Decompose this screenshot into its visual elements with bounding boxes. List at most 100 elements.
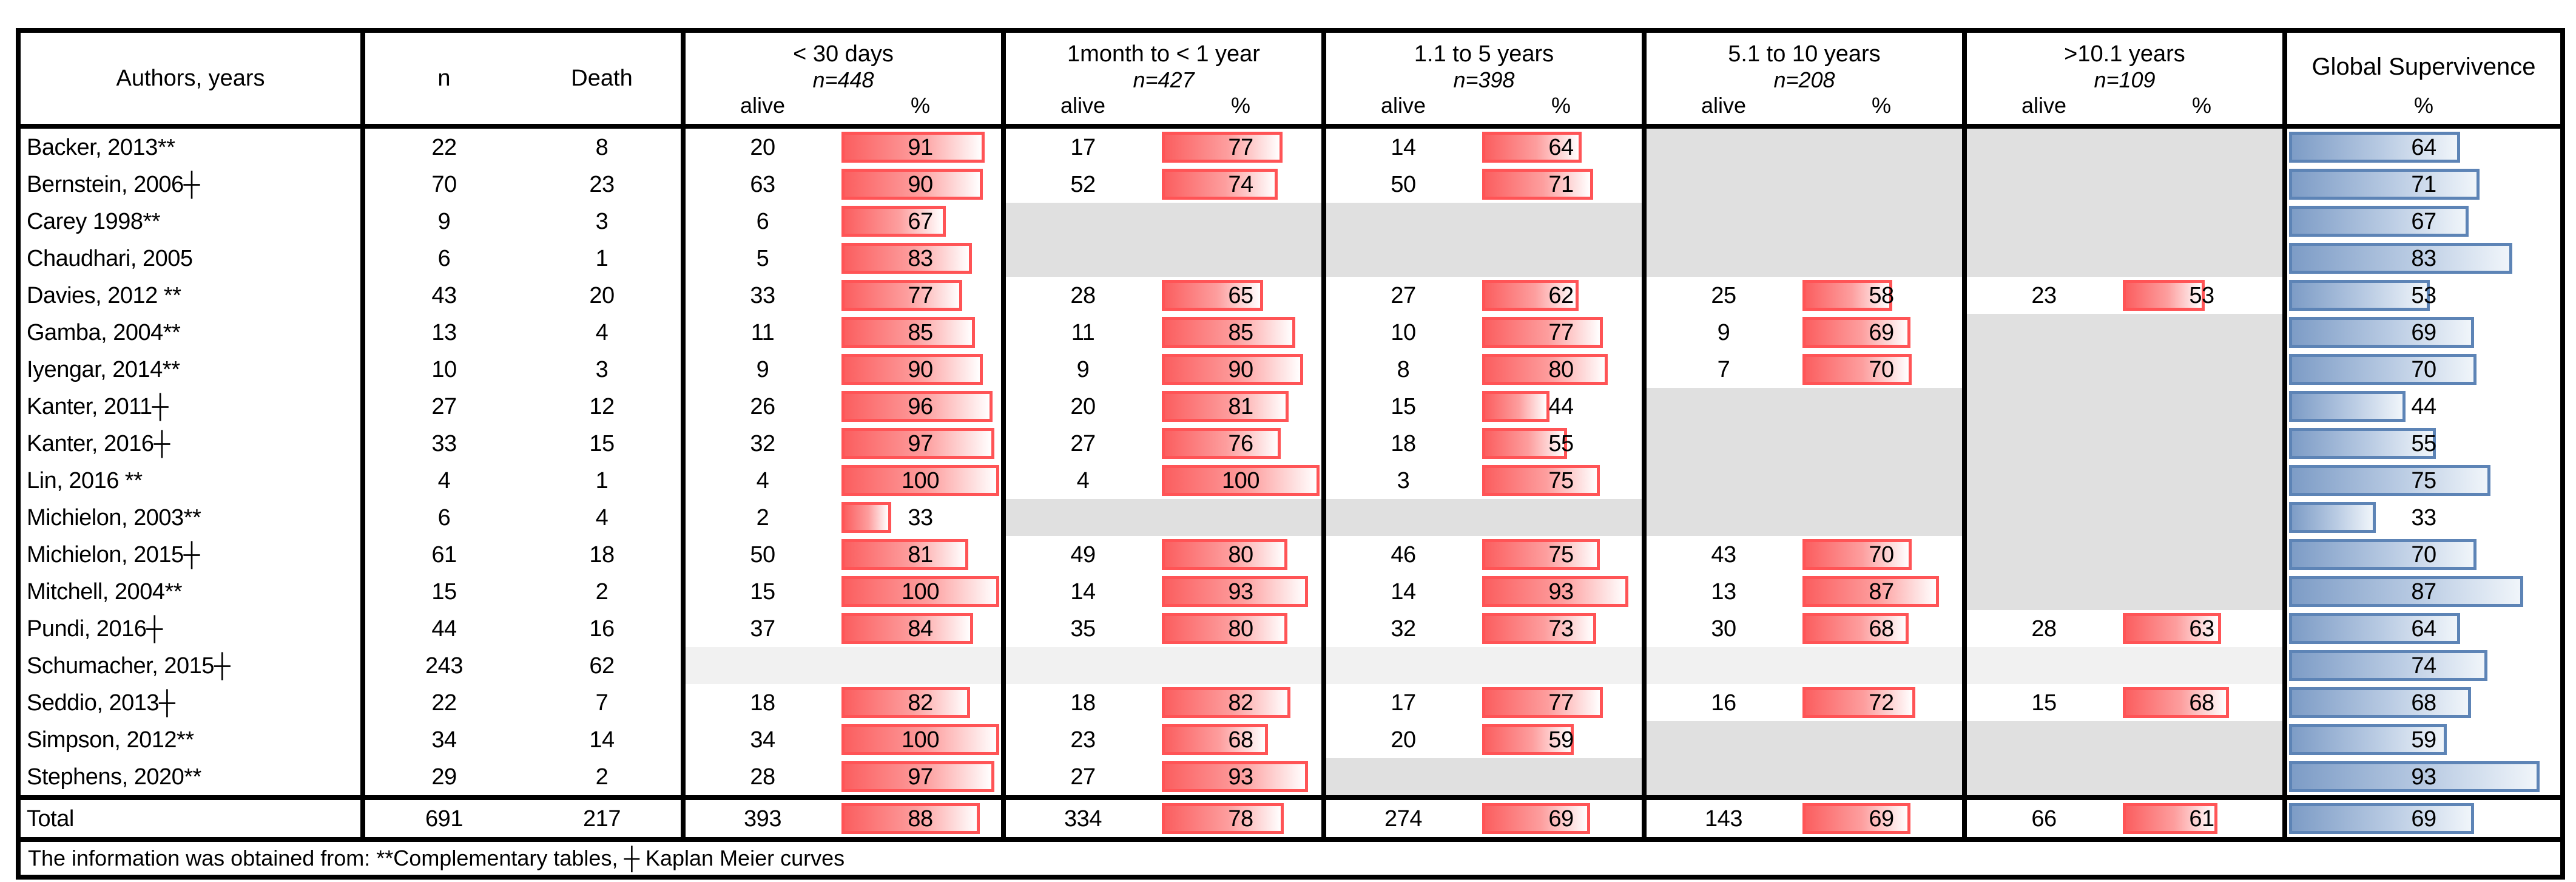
percent-value: 81 xyxy=(908,541,933,568)
column-separator xyxy=(1962,462,1967,499)
author-cell: Iyengar, 2014** xyxy=(27,356,180,382)
global-value: 59 xyxy=(2411,727,2436,753)
author-cell: Backer, 2013** xyxy=(27,134,175,160)
alive-cell: 23 xyxy=(1070,727,1096,753)
global-percent-label: % xyxy=(2413,93,2433,118)
column-separator xyxy=(681,240,686,277)
alive-label: alive xyxy=(740,93,786,118)
red-data-bar xyxy=(841,803,980,834)
column-separator xyxy=(1962,536,1967,573)
global-header: Global Supervivence% xyxy=(2287,33,2560,124)
alive-cell: 15 xyxy=(750,578,775,605)
red-data-bar xyxy=(1802,539,1912,570)
column-separator xyxy=(2282,499,2287,536)
death-cell: 3 xyxy=(595,356,609,382)
author-cell: Michielon, 2015┼ xyxy=(27,541,200,568)
n-cell: 34 xyxy=(431,727,457,753)
global-cell: 75 xyxy=(2287,462,2560,499)
empty-cell xyxy=(1480,203,1642,240)
alive-cell: 63 xyxy=(750,171,775,197)
percent-cell: 100 xyxy=(840,573,1001,610)
column-separator xyxy=(1001,536,1006,573)
footnote-row: The information was obtained from: **Com… xyxy=(21,842,2560,875)
column-separator xyxy=(1642,610,1647,647)
n-cell: 22 xyxy=(431,134,457,160)
alive-cell: 15 xyxy=(1391,393,1416,419)
percent-cell: 62 xyxy=(1480,277,1642,314)
red-data-bar xyxy=(1162,354,1304,385)
percent-cell: 100 xyxy=(1160,462,1321,499)
percent-value: 77 xyxy=(908,282,933,308)
empty-cell xyxy=(1801,425,1962,462)
alive-cell: 50 xyxy=(1391,171,1416,197)
column-separator xyxy=(681,129,686,166)
period-subheader: alive% xyxy=(1326,93,1642,118)
blue-data-bar xyxy=(2289,206,2469,237)
global-value: 53 xyxy=(2411,282,2436,308)
percent-cell: 82 xyxy=(840,684,1001,721)
column-separator xyxy=(360,573,365,610)
percent-value: 82 xyxy=(1228,690,1253,716)
percent-cell: 69 xyxy=(1801,800,1962,837)
global-cell: 68 xyxy=(2287,684,2560,721)
column-separator xyxy=(1962,573,1967,610)
percent-cell: 61 xyxy=(2121,800,2282,837)
empty-cell xyxy=(1480,758,1642,795)
blue-data-bar xyxy=(2289,576,2523,607)
n-cell: 9 xyxy=(437,208,451,234)
percent-cell: 44 xyxy=(1480,388,1642,425)
percent-cell: 68 xyxy=(2121,684,2282,721)
percent-value: 100 xyxy=(1222,467,1259,494)
column-separator xyxy=(2282,314,2287,351)
empty-cell xyxy=(2121,388,2282,425)
author-cell: Davies, 2012 ** xyxy=(27,282,181,308)
column-separator xyxy=(681,536,686,573)
death-cell: 4 xyxy=(595,319,609,345)
empty-cell xyxy=(2121,647,2282,684)
red-data-bar xyxy=(1162,391,1289,422)
empty-cell xyxy=(1967,721,2121,758)
alive-cell: 18 xyxy=(1070,690,1096,716)
column-separator xyxy=(681,721,686,758)
percent-cell: 74 xyxy=(1160,166,1321,203)
n-cell: 4 xyxy=(437,467,451,494)
percent-value: 87 xyxy=(1869,578,1894,605)
survival-table: Authors, years n Death < 30 days n=448 alive%… xyxy=(16,28,2565,880)
alive-label: alive xyxy=(1701,93,1747,118)
percent-value: 70 xyxy=(1869,356,1894,382)
total-row-wrap: Total 691 217 393 88 334 78 274 69 143 69 66 61 69 xyxy=(21,795,2560,842)
column-separator xyxy=(1001,277,1006,314)
alive-cell: 66 xyxy=(2031,806,2057,832)
column-separator xyxy=(1642,800,1647,837)
empty-cell xyxy=(1967,129,2121,166)
column-separator xyxy=(2282,610,2287,647)
blue-data-bar xyxy=(2289,803,2474,834)
red-data-bar xyxy=(1482,169,1593,200)
alive-cell: 23 xyxy=(2031,282,2057,308)
global-value: 71 xyxy=(2411,171,2436,197)
column-separator xyxy=(1321,240,1326,277)
table-row: Davies, 2012 ** 43 20 33 77 28 65 27 62 25 58 23 53 5… xyxy=(21,277,2560,314)
empty-cell xyxy=(2121,129,2282,166)
column-separator xyxy=(360,277,365,314)
percent-value: 90 xyxy=(1228,356,1253,382)
author-cell: Chaudhari, 2005 xyxy=(27,245,193,271)
column-separator xyxy=(1001,129,1006,166)
percent-value: 82 xyxy=(908,690,933,716)
column-separator xyxy=(1321,203,1326,240)
table-row: Stephens, 2020** 29 2 28 97 27 93 93 xyxy=(21,758,2560,795)
alive-label: alive xyxy=(1380,93,1426,118)
column-separator xyxy=(360,462,365,499)
death-cell: 62 xyxy=(589,653,615,679)
alive-cell: 32 xyxy=(750,430,775,456)
column-separator xyxy=(1001,499,1006,536)
column-separator xyxy=(360,129,365,166)
global-cell: 44 xyxy=(2287,388,2560,425)
period-header-1: 1month to < 1 year n=427 alive% xyxy=(1006,33,1321,124)
percent-label: % xyxy=(2191,93,2211,118)
period-header-2: 1.1 to 5 years n=398 alive% xyxy=(1326,33,1642,124)
alive-cell: 15 xyxy=(2031,690,2057,716)
n-cell: 691 xyxy=(425,806,463,832)
column-separator xyxy=(360,314,365,351)
column-separator xyxy=(1001,166,1006,203)
